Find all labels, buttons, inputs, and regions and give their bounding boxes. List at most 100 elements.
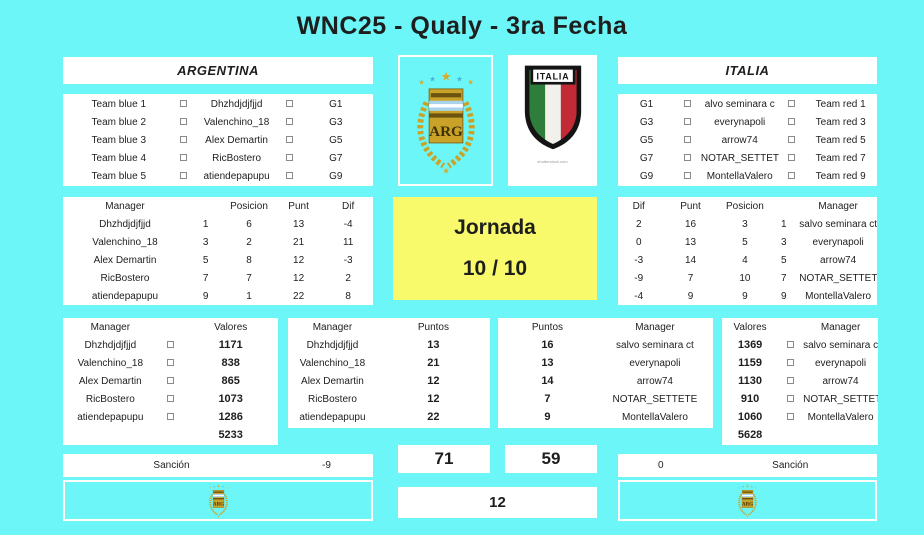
col-manager: Manager — [312, 321, 353, 333]
argentina-name: ARGENTINA — [177, 63, 259, 78]
square-icon — [675, 153, 701, 164]
manager-cell: salvo seminara ct — [799, 218, 877, 230]
table-row: atiendepapupu 9 1 22 8 — [63, 287, 373, 305]
manager-cell: Valenchino_18 — [203, 116, 270, 128]
square-icon — [158, 358, 184, 369]
italia-roster-table: G1 alvo seminara c Team red 1 G3 everyna… — [618, 94, 877, 186]
square-icon — [779, 117, 805, 128]
manager-cell: Dhzhdjdjfjjd — [306, 339, 359, 351]
square-icon — [158, 412, 184, 423]
table-row: 1159 everynapoli — [722, 354, 878, 372]
col-puntos: Puntos — [417, 321, 449, 333]
dif-cell: 0 — [635, 236, 642, 248]
table-total-row: 5233 — [63, 426, 278, 444]
total-valores: 5628 — [737, 429, 763, 441]
dif-cell: 2 — [345, 272, 351, 284]
table-row: Dhzhdjdjfjjd 13 — [288, 336, 490, 354]
dif-cell: -4 — [634, 290, 644, 302]
manager-cell: MontellaValero — [805, 290, 872, 302]
col-punt: Punt — [680, 200, 701, 212]
puntos-cell: 12 — [427, 393, 440, 405]
italia-header: ITALIA — [618, 57, 877, 84]
posicion-cell: 1 — [246, 290, 252, 302]
manager-cell: Dhzhdjdjfjjd — [99, 218, 151, 230]
argentina-score-box: 71 — [398, 445, 490, 473]
table-row: G3 everynapoli Team red 3 — [618, 113, 877, 131]
table-row: -3 14 4 5 arrow74 — [618, 251, 877, 269]
square-icon — [778, 376, 803, 387]
square-icon — [778, 340, 803, 351]
italia-points-table: Puntos Manager 16 salvo seminara ct 13 e… — [498, 318, 713, 428]
manager-cell: atiendepapupu — [299, 411, 366, 423]
table-row: Dhzhdjdjfjjd 1 6 13 -4 — [63, 215, 373, 233]
argentina-points-table: Manager Puntos Dhzhdjdjfjjd 13 Valenchin… — [288, 318, 490, 428]
square-icon — [675, 99, 701, 110]
dif-cell: -3 — [634, 254, 644, 266]
valor-cell: 1159 — [738, 357, 763, 369]
italia-sancion-strip: 0 Sanción — [618, 454, 877, 477]
manager-cell: alvo seminara c — [704, 98, 775, 110]
team-cell: Team blue 2 — [91, 116, 147, 128]
team-cell: Team red 9 — [815, 170, 866, 182]
manager-cell: Valenchino_18 — [299, 357, 366, 369]
posicion-cell: 5 — [742, 236, 748, 248]
manager-cell: MontellaValero — [621, 411, 688, 423]
dif-cell: -9 — [634, 272, 644, 284]
manager-cell: NOTAR_SETTETE — [799, 272, 877, 284]
col-manager: Manager — [820, 321, 861, 333]
manager-cell: atiendepapupu — [77, 411, 144, 423]
manager-cell: NOTAR_SETTETE — [803, 393, 878, 405]
watermark: shutterstock.com — [537, 159, 568, 164]
square-icon — [175, 117, 194, 128]
table-row: Valenchino_18 838 — [63, 354, 278, 372]
table-header-row: Valores Manager — [722, 318, 878, 336]
table-row: G1 alvo seminara c Team red 1 — [618, 95, 877, 113]
square-icon — [779, 135, 805, 146]
group-cell: G7 — [639, 152, 654, 164]
manager-cell: everynapoli — [814, 357, 867, 369]
team-cell: Team blue 4 — [91, 152, 147, 164]
manager-cell: Alex Demartin — [301, 375, 364, 387]
group-cell: G9 — [329, 170, 343, 182]
italia-footer-badge-box — [618, 480, 877, 521]
manager-cell: Alex Demartin — [78, 375, 142, 387]
table-row: 1060 MontellaValero — [722, 408, 878, 426]
table-row: RicBostero 12 — [288, 390, 490, 408]
table-row: Team blue 3 Alex Demartin G5 — [63, 131, 373, 149]
table-row: Alex Demartin 865 — [63, 372, 278, 390]
slot-cell: 9 — [780, 290, 787, 302]
sancion-label: Sanción — [153, 460, 190, 471]
jornada-panel: Jornada 10 / 10 — [393, 197, 597, 300]
col-puntos: Puntos — [531, 321, 564, 333]
square-icon — [280, 153, 299, 164]
punt-cell: 12 — [293, 272, 305, 284]
col-manager: Manager — [635, 321, 675, 333]
argentina-score: 71 — [434, 449, 454, 468]
manager-cell: RicBostero — [85, 393, 135, 405]
col-dif: Dif — [632, 200, 645, 212]
page-title: WNC25 - Qualy - 3ra Fecha — [296, 12, 628, 40]
square-icon — [175, 153, 194, 164]
posicion-cell: 2 — [246, 236, 252, 248]
slot-cell: 3 — [780, 236, 787, 248]
table-row: 1369 salvo seminara ct — [722, 336, 878, 354]
square-icon — [175, 135, 194, 146]
punt-cell: 12 — [293, 254, 305, 266]
group-cell: G3 — [329, 116, 343, 128]
manager-cell: RicBostero — [307, 393, 357, 405]
sancion-value: 0 — [657, 460, 664, 471]
square-icon — [778, 394, 803, 405]
argentina-crest-icon — [206, 483, 231, 518]
square-icon — [280, 135, 299, 146]
col-posicion: Posicion — [725, 200, 764, 212]
slot-cell: 1 — [780, 218, 787, 230]
table-row: 0 13 5 3 everynapoli — [618, 233, 877, 251]
dif-cell: 11 — [342, 236, 354, 248]
manager-cell: everynapoli — [812, 236, 864, 248]
valor-cell: 865 — [221, 375, 240, 387]
square-icon — [175, 99, 194, 110]
manager-cell: NOTAR_SETTETE — [612, 393, 698, 405]
dif-cell: -3 — [343, 254, 353, 266]
puntos-cell: 14 — [541, 375, 554, 387]
